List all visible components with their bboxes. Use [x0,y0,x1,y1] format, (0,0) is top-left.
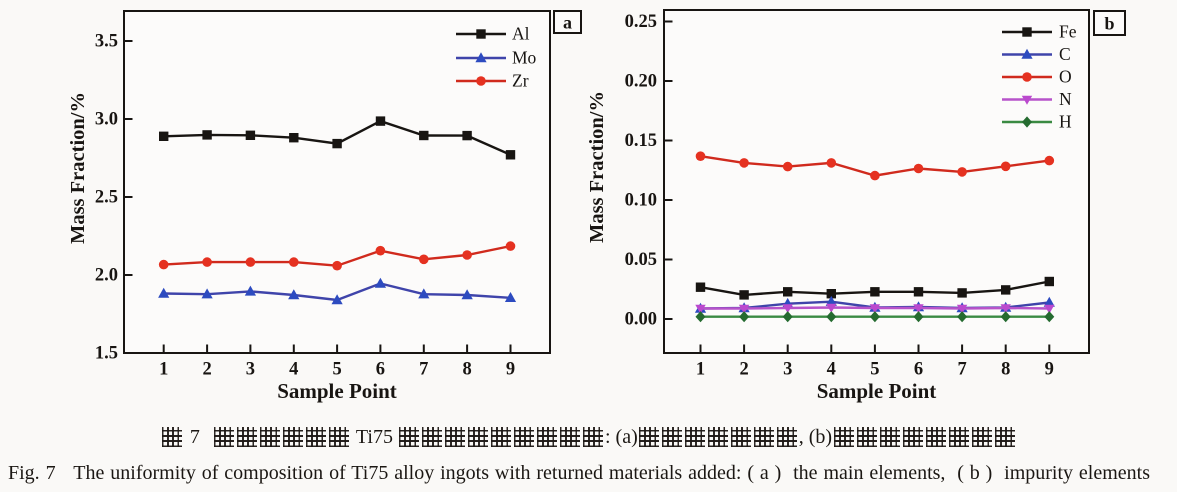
svg-text:8: 8 [462,360,471,380]
svg-text:Fe: Fe [1059,22,1077,42]
svg-text:Sample Point: Sample Point [817,379,937,403]
svg-text:N: N [1059,89,1072,109]
svg-text:a: a [563,13,572,33]
svg-text:5: 5 [332,360,341,380]
svg-text:Mass Fraction/%: Mass Fraction/% [586,91,608,243]
svg-text:6: 6 [376,360,385,380]
svg-text:3.0: 3.0 [95,110,118,130]
svg-text:3: 3 [246,360,255,380]
svg-text:2.5: 2.5 [95,188,118,208]
svg-text:0.25: 0.25 [625,12,657,32]
svg-text:0.10: 0.10 [625,191,657,211]
svg-text:Al: Al [512,24,530,44]
svg-text:3: 3 [783,360,792,380]
svg-text:C: C [1059,44,1071,64]
svg-text:4: 4 [827,360,836,380]
svg-text:1: 1 [159,360,168,380]
svg-text:7: 7 [957,360,966,380]
svg-text:0.20: 0.20 [625,72,657,92]
svg-text:9: 9 [506,360,515,380]
svg-text:7: 7 [419,360,428,380]
svg-text:5: 5 [870,360,879,380]
svg-text:b: b [1104,14,1114,34]
svg-text:2.0: 2.0 [95,266,118,286]
svg-text:2: 2 [202,360,211,380]
svg-text:H: H [1059,112,1072,132]
svg-text:9: 9 [1045,360,1054,380]
svg-text:3.5: 3.5 [95,32,118,52]
svg-text:2: 2 [739,360,748,380]
svg-text:0.15: 0.15 [625,131,657,151]
svg-text:6: 6 [914,360,923,380]
svg-text:Zr: Zr [512,71,529,91]
svg-text:8: 8 [1001,360,1010,380]
svg-text:4: 4 [289,360,298,380]
svg-text:Mass Fraction/%: Mass Fraction/% [67,92,89,244]
svg-text:1: 1 [696,360,705,380]
svg-text:Mo: Mo [512,48,537,68]
svg-text:O: O [1059,67,1072,87]
svg-text:1.5: 1.5 [95,344,118,364]
svg-text:0.00: 0.00 [625,310,657,330]
svg-text:Sample Point: Sample Point [277,379,397,403]
svg-text:0.05: 0.05 [625,250,657,270]
